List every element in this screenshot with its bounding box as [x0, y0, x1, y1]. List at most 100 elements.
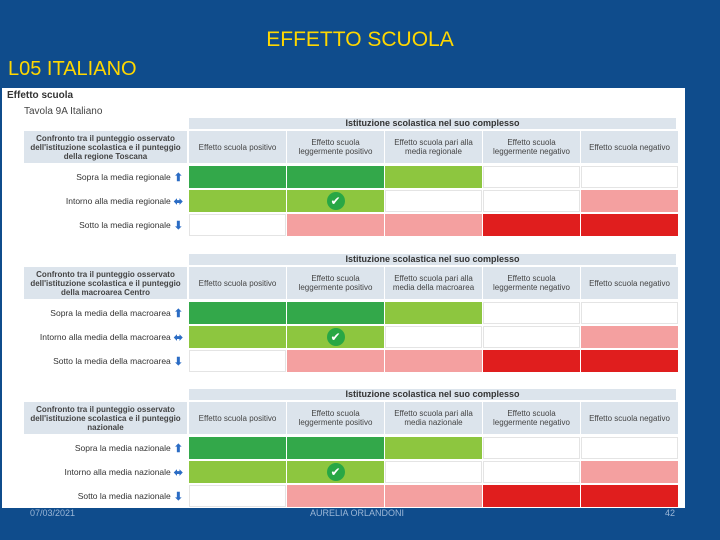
grid-cell — [581, 302, 678, 324]
column-header: Effetto scuola pari alla media della mac… — [385, 267, 482, 299]
row-label: Intorno alla media regionale ⬌ — [24, 190, 187, 212]
grid-cell — [483, 302, 580, 324]
row-label-text: Sopra la media regionale — [76, 172, 171, 182]
grid-cell — [287, 437, 384, 459]
checkmark-icon: ✔ — [326, 328, 345, 346]
row-label-text: Sopra la media nazionale — [74, 443, 171, 453]
slide-subtitle: L05 ITALIANO — [8, 58, 137, 80]
column-header: Effetto scuola negativo — [581, 131, 678, 163]
down-arrow-icon: ⬇ — [173, 490, 183, 503]
row-label: Sotto la media nazionale ⬇ — [24, 485, 187, 507]
footer-page-number: 42 — [665, 508, 676, 518]
grid-cell — [385, 190, 482, 212]
grid-cell — [287, 214, 384, 236]
grid-cell — [581, 166, 678, 188]
left-right-arrow-icon: ⬌ — [173, 331, 183, 344]
grid-cell — [385, 437, 482, 459]
column-header: Effetto scuola pari alla media regionale — [385, 131, 482, 163]
grid-cell — [385, 166, 482, 188]
row-label: Sopra la media nazionale ⬆ — [24, 437, 187, 459]
section-top-header: Istituzione scolastica nel suo complesso — [189, 254, 676, 265]
footer-date: 07/03/2021 — [30, 508, 76, 518]
left-right-arrow-icon: ⬌ — [173, 466, 183, 479]
grid-cell — [581, 485, 678, 507]
grid-cell — [581, 437, 678, 459]
column-header: Effetto scuola positivo — [189, 131, 286, 163]
effetto-scuola-panel: Effetto scuola Tavola 9A Italiano Istitu… — [2, 88, 685, 508]
grid-cell — [581, 214, 678, 236]
comparison-label: Confronto tra il punteggio osservato del… — [24, 131, 187, 163]
grid-cell: ✔ — [287, 326, 384, 348]
column-header: Effetto scuola leggermente negativo — [483, 131, 580, 163]
grid-cell — [287, 485, 384, 507]
row-label: Sopra la media della macroarea ⬆ — [24, 302, 187, 324]
grid-cell — [483, 326, 580, 348]
row-label: Sotto la media regionale ⬇ — [24, 214, 187, 236]
grid-cell — [483, 437, 580, 459]
grid-cell — [581, 190, 678, 212]
up-arrow-icon: ⬆ — [173, 171, 183, 184]
down-arrow-icon: ⬇ — [173, 219, 183, 232]
comparison-label: Confronto tra il punteggio osservato del… — [24, 267, 187, 299]
grid-cell — [483, 461, 580, 483]
down-arrow-icon: ⬇ — [173, 355, 183, 368]
column-header: Effetto scuola positivo — [189, 267, 286, 299]
footer-author: AURELIA ORLANDONI — [310, 508, 405, 518]
grid-cell — [483, 190, 580, 212]
comparison-label: Confronto tra il punteggio osservato del… — [24, 402, 187, 434]
comparison-section: Istituzione scolastica nel suo complesso… — [24, 389, 678, 508]
grid-cell — [483, 350, 580, 372]
comparison-section: Istituzione scolastica nel suo complesso… — [24, 118, 678, 248]
grid-cell — [483, 166, 580, 188]
column-header: Effetto scuola leggermente positivo — [287, 267, 384, 299]
grid-cell — [189, 437, 286, 459]
grid-cell — [385, 326, 482, 348]
row-label-text: Sotto la media regionale — [79, 220, 171, 230]
grid-cell — [287, 166, 384, 188]
grid-cell — [581, 461, 678, 483]
column-header: Effetto scuola positivo — [189, 402, 286, 434]
grid-cell — [385, 214, 482, 236]
grid-cell — [385, 350, 482, 372]
up-arrow-icon: ⬆ — [173, 442, 183, 455]
grid-cell — [189, 461, 286, 483]
grid-cell — [581, 350, 678, 372]
checkmark-icon: ✔ — [326, 192, 345, 210]
up-arrow-icon: ⬆ — [173, 307, 183, 320]
column-header: Effetto scuola negativo — [581, 402, 678, 434]
grid-cell: ✔ — [287, 461, 384, 483]
column-header: Effetto scuola leggermente positivo — [287, 402, 384, 434]
grid-cell — [287, 302, 384, 324]
panel-heading: Effetto scuola — [7, 90, 74, 101]
column-header: Effetto scuola leggermente negativo — [483, 402, 580, 434]
column-header: Effetto scuola negativo — [581, 267, 678, 299]
comparison-section: Istituzione scolastica nel suo complesso… — [24, 254, 678, 384]
grid-cell — [189, 190, 286, 212]
grid-cell — [189, 485, 286, 507]
section-top-header: Istituzione scolastica nel suo complesso — [189, 389, 676, 400]
section-top-header: Istituzione scolastica nel suo complesso — [189, 118, 676, 129]
row-label: Intorno alla media nazionale ⬌ — [24, 461, 187, 483]
column-header: Effetto scuola leggermente positivo — [287, 131, 384, 163]
grid-cell — [483, 214, 580, 236]
row-label-text: Intorno alla media nazionale — [64, 467, 171, 477]
checkmark-icon: ✔ — [326, 463, 345, 481]
grid-cell — [189, 326, 286, 348]
grid-cell — [189, 214, 286, 236]
grid-cell — [385, 461, 482, 483]
panel-subheading: Tavola 9A Italiano — [24, 106, 103, 117]
row-label: Intorno alla media della macroarea ⬌ — [24, 326, 187, 348]
row-label-text: Sotto la media nazionale — [77, 491, 171, 501]
slide-title: EFFETTO SCUOLA — [266, 28, 454, 51]
grid-cell — [385, 302, 482, 324]
row-label-text: Sotto la media della macroarea — [53, 356, 171, 366]
left-right-arrow-icon: ⬌ — [173, 195, 183, 208]
column-header: Effetto scuola leggermente negativo — [483, 267, 580, 299]
row-label-text: Intorno alla media della macroarea — [39, 332, 171, 342]
grid-cell — [483, 485, 580, 507]
grid-cell — [287, 350, 384, 372]
grid-cell — [189, 302, 286, 324]
row-label: Sotto la media della macroarea ⬇ — [24, 350, 187, 372]
grid-cell — [189, 166, 286, 188]
grid-cell — [581, 326, 678, 348]
